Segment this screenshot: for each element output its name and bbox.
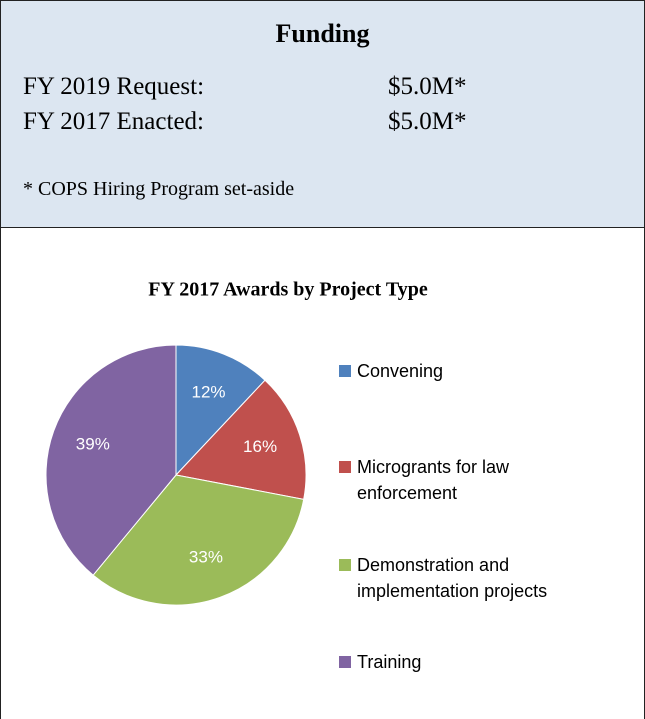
- slice-label: 12%: [192, 382, 226, 401]
- slice-label: 39%: [76, 435, 110, 454]
- legend-label: Convening: [357, 361, 444, 381]
- chart-title: FY 2017 Awards by Project Type: [148, 279, 428, 301]
- funding-title: Funding: [275, 19, 370, 48]
- funding-box: Funding FY 2019 Request: $5.0M* FY 2017 …: [0, 0, 645, 228]
- legend-label: Microgrants for law enforcement: [357, 457, 510, 503]
- row-label: FY 2017 Enacted:: [23, 108, 204, 135]
- legend-item: Convening: [339, 358, 599, 384]
- funding-note: * COPS Hiring Program set-aside: [23, 178, 295, 200]
- legend-label: Demonstration and implementation project…: [357, 555, 548, 601]
- chart: FY 2017 Awards by Project Type 12% 16% 33%…: [45, 279, 428, 606]
- legend-item: Microgrants for law enforcement: [339, 454, 599, 506]
- legend-swatch: [339, 559, 351, 571]
- legend-swatch: [339, 656, 351, 668]
- legend-label: Training: [357, 652, 422, 672]
- row-label: FY 2019 Request:: [23, 73, 205, 100]
- slice-label: 16%: [243, 437, 277, 456]
- row-value: $5.0M*: [388, 73, 467, 100]
- pie-slice: [92, 474, 305, 606]
- legend-item: Training: [339, 649, 599, 675]
- legend-swatch: [339, 461, 351, 473]
- legend-item: Demonstration and implementation project…: [339, 552, 599, 604]
- row-value: $5.0M*: [388, 108, 467, 135]
- pie-slice: [175, 379, 307, 500]
- pie-slice: [175, 344, 266, 477]
- slice-label: 33%: [189, 548, 223, 567]
- legend-swatch: [339, 365, 351, 377]
- chart-box: FY 2017 Awards by Project Type 12% 16% 33%…: [0, 228, 645, 719]
- pie-slice: [45, 344, 177, 576]
